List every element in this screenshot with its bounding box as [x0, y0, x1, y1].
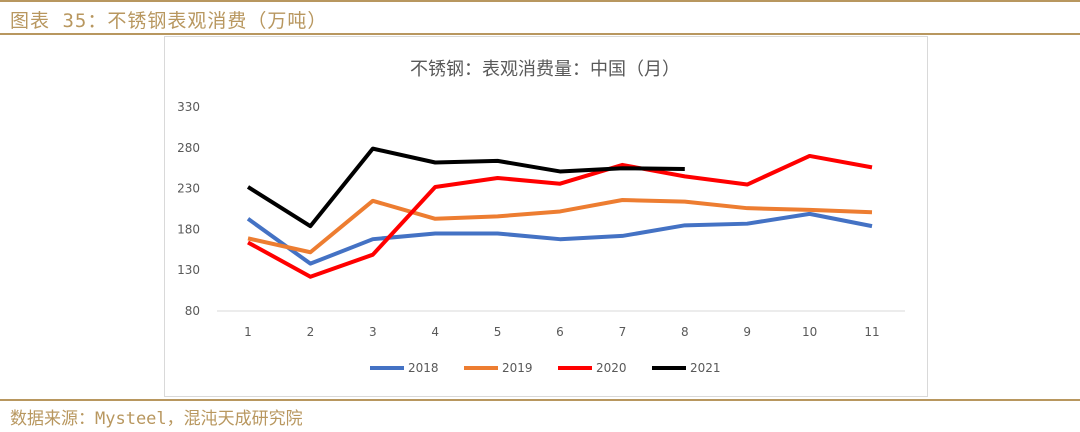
legend-label-2021: 2021: [690, 361, 721, 375]
legend-label-2020: 2020: [596, 361, 627, 375]
source-note: 数据来源：Mysteel，混沌天成研究院: [10, 409, 303, 429]
chart-frame: [164, 36, 928, 397]
y-tick-label: 280: [177, 141, 200, 155]
x-tick-label: 1: [244, 325, 252, 339]
x-tick-label: 8: [681, 325, 689, 339]
series-line-2019: [247, 198, 873, 255]
header-top-rule: [0, 0, 1080, 2]
header-bottom-rule: [0, 33, 1080, 35]
y-tick-label: 130: [177, 263, 200, 277]
series-line-2020: [247, 153, 873, 279]
x-tick-label: 6: [556, 325, 564, 339]
legend-label-2019: 2019: [502, 361, 533, 375]
footer-rule: [0, 399, 1080, 401]
series-line-2021: [246, 146, 685, 229]
x-tick-label: 11: [864, 325, 879, 339]
y-tick-label: 330: [177, 100, 200, 114]
x-tick-label: 10: [802, 325, 817, 339]
series-line-2018: [246, 211, 873, 266]
x-tick-label: 9: [743, 325, 751, 339]
x-tick-label: 5: [494, 325, 502, 339]
y-tick-label: 80: [185, 304, 200, 318]
x-tick-label: 7: [619, 325, 627, 339]
figure-caption: 图表 35：不锈钢表观消费（万吨）: [10, 10, 328, 32]
y-tick-label: 230: [177, 182, 200, 196]
x-tick-label: 4: [431, 325, 439, 339]
chart-title: 不锈钢：表观消费量：中国（月）: [410, 59, 680, 80]
y-tick-label: 180: [177, 222, 200, 236]
legend-label-2018: 2018: [408, 361, 439, 375]
x-tick-label: 2: [307, 325, 315, 339]
x-tick-label: 3: [369, 325, 377, 339]
